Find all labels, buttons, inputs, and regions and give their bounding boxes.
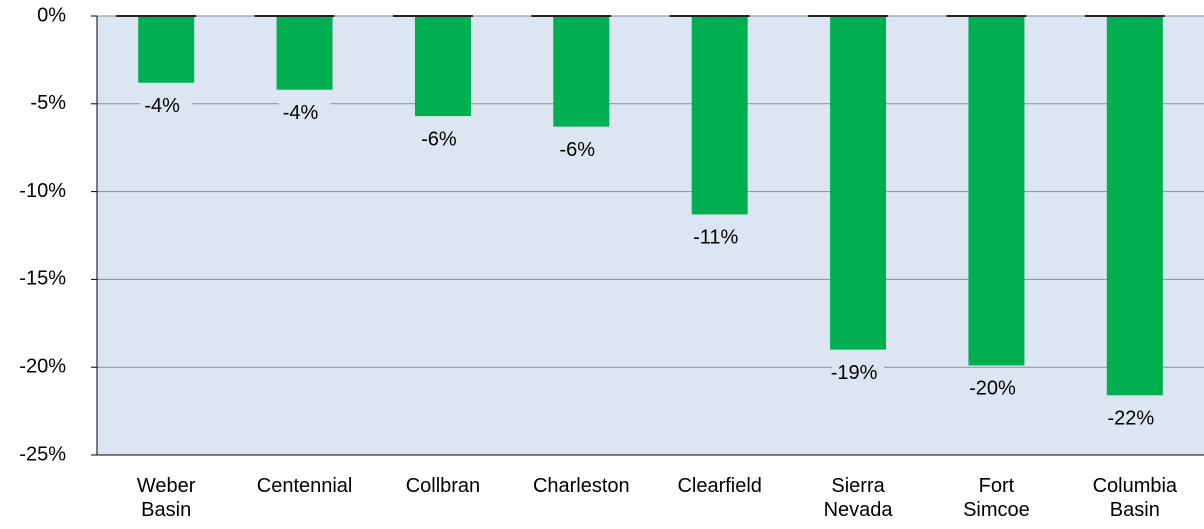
label-bg — [140, 94, 193, 119]
data-label: -6% — [421, 128, 457, 150]
data-label: -11% — [693, 227, 738, 249]
x-tick-label: Centennial — [256, 475, 353, 497]
data-label: -4% — [283, 102, 319, 124]
bar — [830, 16, 887, 350]
bar — [138, 16, 195, 83]
x-tick-label: Weber Basin — [136, 475, 196, 521]
label-bg — [278, 101, 331, 126]
plot-area — [97, 16, 1204, 455]
x-tick-label: Clearfield — [677, 475, 762, 497]
label-bg — [693, 226, 746, 251]
y-tick-label: 0% — [37, 4, 66, 26]
data-label: -6% — [560, 139, 596, 161]
label-bg — [416, 128, 469, 153]
y-tick-label: -15% — [19, 268, 66, 290]
x-tick-label: Fort Simcoe — [963, 475, 1030, 521]
x-tick-label: Columbia Basin — [1092, 475, 1178, 521]
data-label: -4% — [144, 95, 180, 117]
y-tick-label: -10% — [19, 180, 66, 202]
bar — [1106, 16, 1163, 396]
label-bg — [970, 377, 1023, 402]
data-label: -22% — [1107, 408, 1154, 430]
y-tick-label: -20% — [19, 355, 66, 377]
y-tick-label: -5% — [30, 92, 66, 114]
x-tick-label: Charleston — [532, 475, 630, 497]
label-bg — [832, 361, 885, 386]
label-bg — [555, 138, 608, 163]
bar — [276, 16, 333, 90]
bar — [691, 16, 748, 215]
bar — [414, 16, 471, 117]
bar — [553, 16, 610, 127]
x-tick-label: Sierra Nevada — [823, 475, 893, 521]
data-label: -19% — [831, 362, 878, 384]
x-tick-label: Collbran — [405, 475, 481, 497]
label-bg — [1108, 407, 1161, 432]
y-tick-label: -25% — [19, 443, 66, 465]
data-label: -20% — [969, 378, 1016, 400]
bar — [968, 16, 1025, 366]
